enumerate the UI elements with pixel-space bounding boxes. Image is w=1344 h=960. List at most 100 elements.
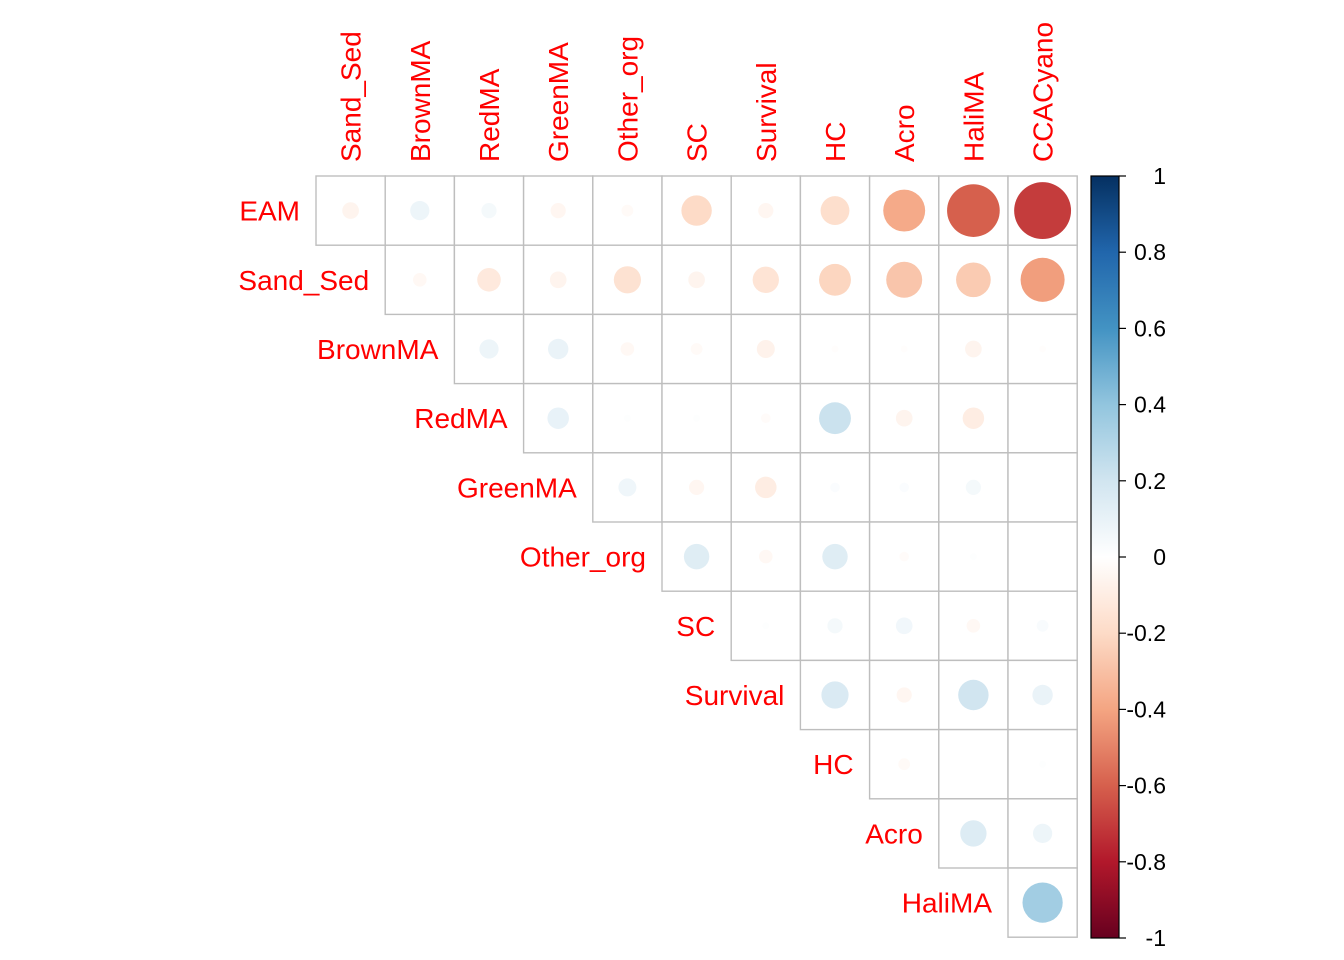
corr-circle-Other_org-HaliMA (970, 553, 977, 560)
corr-circle-Acro-CCACyano (1032, 823, 1053, 844)
corr-circle-Sand_Sed-SC (688, 271, 705, 289)
corr-circle-Sand_Sed-HaliMA (956, 262, 991, 298)
column-label: Acro (889, 104, 920, 162)
corr-circle-SC-HaliMA (966, 619, 981, 633)
colorbar: 1 0.8 0.6 0.4 0.2 0 -0.2 -0.4 -0.6 -0.8 -1 (1090, 163, 1166, 951)
row-label: Sand_Sed (238, 265, 369, 296)
colorbar-tick-label: 0 (1153, 544, 1166, 570)
corr-circle-EAM-GreenMA (550, 203, 566, 219)
corr-circle-Other_org-Acro (899, 551, 910, 562)
column-label: RedMA (474, 68, 505, 162)
colorbar-tick-label: 0.6 (1134, 315, 1166, 341)
corr-circle-HC-CCACyano (1039, 760, 1046, 768)
corr-circle-Other_org-SC (683, 543, 710, 570)
colorbar-gradient (1090, 175, 1120, 939)
column-label: HaliMA (958, 71, 989, 162)
cell-EAM-HC (799, 175, 871, 246)
column-labels: Sand_Sed BrownMA RedMA GreenMA Other_org SC Su… (336, 22, 1059, 162)
colorbar-tick-label: 0.4 (1134, 392, 1166, 418)
corr-circle-Survival-CCACyano (1032, 684, 1053, 706)
corr-circle-RedMA-HaliMA (962, 407, 985, 429)
colorbar-tick-label: -0.6 (1126, 773, 1166, 799)
cell-GreenMA-CCACyano (1007, 452, 1078, 523)
corr-circle-GreenMA-HaliMA (965, 479, 982, 495)
corr-circle-RedMA-Acro (895, 409, 913, 427)
corr-circle-Sand_Sed-HC (819, 263, 851, 296)
corr-circle-BrownMA-CCACyano (1039, 345, 1046, 353)
colorbar-tick-label: -0.4 (1126, 696, 1166, 722)
corr-circle-BrownMA-HaliMA (965, 340, 982, 358)
corr-circle-Sand_Sed-Other_org (613, 266, 642, 294)
corr-circle-Sand_Sed-Acro (886, 261, 923, 298)
column-label: SC (682, 123, 713, 162)
colorbar-tick-label: 0.2 (1134, 468, 1166, 494)
corr-circle-Survival-HaliMA (958, 679, 989, 711)
colorbar-tick-label: 1 (1153, 163, 1166, 189)
corr-circle-EAM-BrownMA (410, 200, 430, 221)
corr-circle-SC-HC (827, 618, 843, 634)
column-label: CCACyano (1028, 22, 1059, 162)
cell-HC-HaliMA (938, 728, 1009, 800)
row-label: GreenMA (457, 472, 577, 503)
corr-circle-Other_org-HC (822, 543, 848, 570)
grid-cells (315, 175, 1078, 938)
row-label: HaliMA (902, 888, 993, 919)
column-label: GreenMA (543, 42, 574, 162)
correlation-circles (342, 182, 1072, 923)
corr-circle-Survival-Acro (896, 687, 912, 703)
corr-circle-Acro-HaliMA (960, 820, 987, 847)
corr-circle-RedMA-GreenMA (547, 407, 569, 429)
corr-circle-BrownMA-Acro (900, 345, 908, 353)
column-label: Survival (751, 62, 782, 162)
corr-circle-RedMA-Other_org (624, 414, 631, 422)
colorbar-tick-label: -1 (1146, 925, 1166, 951)
corr-circle-Sand_Sed-Survival (752, 266, 779, 293)
corr-circle-BrownMA-HC (831, 345, 839, 353)
colorbar-tick-label: -0.2 (1126, 620, 1166, 646)
row-label: EAM (239, 196, 300, 227)
corr-circle-GreenMA-Acro (899, 482, 910, 493)
row-label: Survival (685, 680, 785, 711)
cell-Sand_Sed-GreenMA (522, 244, 594, 316)
corr-circle-BrownMA-Survival (756, 340, 775, 358)
corr-circle-EAM-Sand_Sed (342, 202, 359, 219)
corr-circle-SC-Acro (895, 617, 913, 635)
corr-circle-BrownMA-RedMA (479, 339, 499, 359)
corr-circle-Sand_Sed-GreenMA (549, 271, 567, 289)
corr-circle-EAM-Acro (883, 189, 926, 232)
corr-circle-GreenMA-Other_org (618, 478, 637, 497)
corr-circle-BrownMA-SC (690, 343, 703, 355)
row-label: HC (813, 749, 853, 780)
corr-circle-HC-Acro (898, 758, 911, 771)
corr-circle-GreenMA-Survival (755, 476, 777, 499)
corr-circle-EAM-SC (681, 195, 712, 226)
colorbar-tick-label: 0.8 (1134, 239, 1166, 265)
corr-circle-HaliMA-CCACyano (1022, 882, 1063, 923)
row-labels: EAM Sand_Sed BrownMA RedMA GreenMA Other_org S… (238, 196, 992, 919)
corr-circle-EAM-Survival (758, 203, 774, 219)
corr-circle-EAM-RedMA (481, 203, 497, 219)
corr-circle-Survival-HC (821, 681, 849, 709)
column-label: BrownMA (405, 40, 436, 162)
corr-circle-RedMA-HC (819, 402, 851, 435)
corr-circle-BrownMA-GreenMA (548, 338, 569, 360)
column-label: Sand_Sed (336, 31, 367, 162)
corr-circle-SC-Survival (762, 622, 770, 630)
corr-circle-Sand_Sed-BrownMA (413, 273, 427, 287)
row-label: SC (676, 611, 715, 642)
cell-RedMA-CCACyano (1007, 382, 1078, 454)
row-label: RedMA (414, 403, 508, 434)
column-label: HC (820, 122, 851, 162)
corr-circle-Sand_Sed-CCACyano (1020, 257, 1065, 302)
row-label: Other_org (520, 542, 646, 573)
cell-Other_org-CCACyano (1007, 521, 1078, 592)
corr-circle-RedMA-Survival (760, 413, 771, 424)
corr-circle-RedMA-SC (693, 414, 700, 422)
cell-BrownMA-RedMA (453, 313, 525, 385)
colorbar-tick-label: -0.8 (1126, 849, 1166, 875)
corr-circle-GreenMA-SC (689, 479, 705, 495)
corr-circle-Other_org-Survival (759, 549, 773, 564)
corr-circle-GreenMA-HC (830, 482, 840, 493)
row-label: Acro (865, 818, 923, 849)
